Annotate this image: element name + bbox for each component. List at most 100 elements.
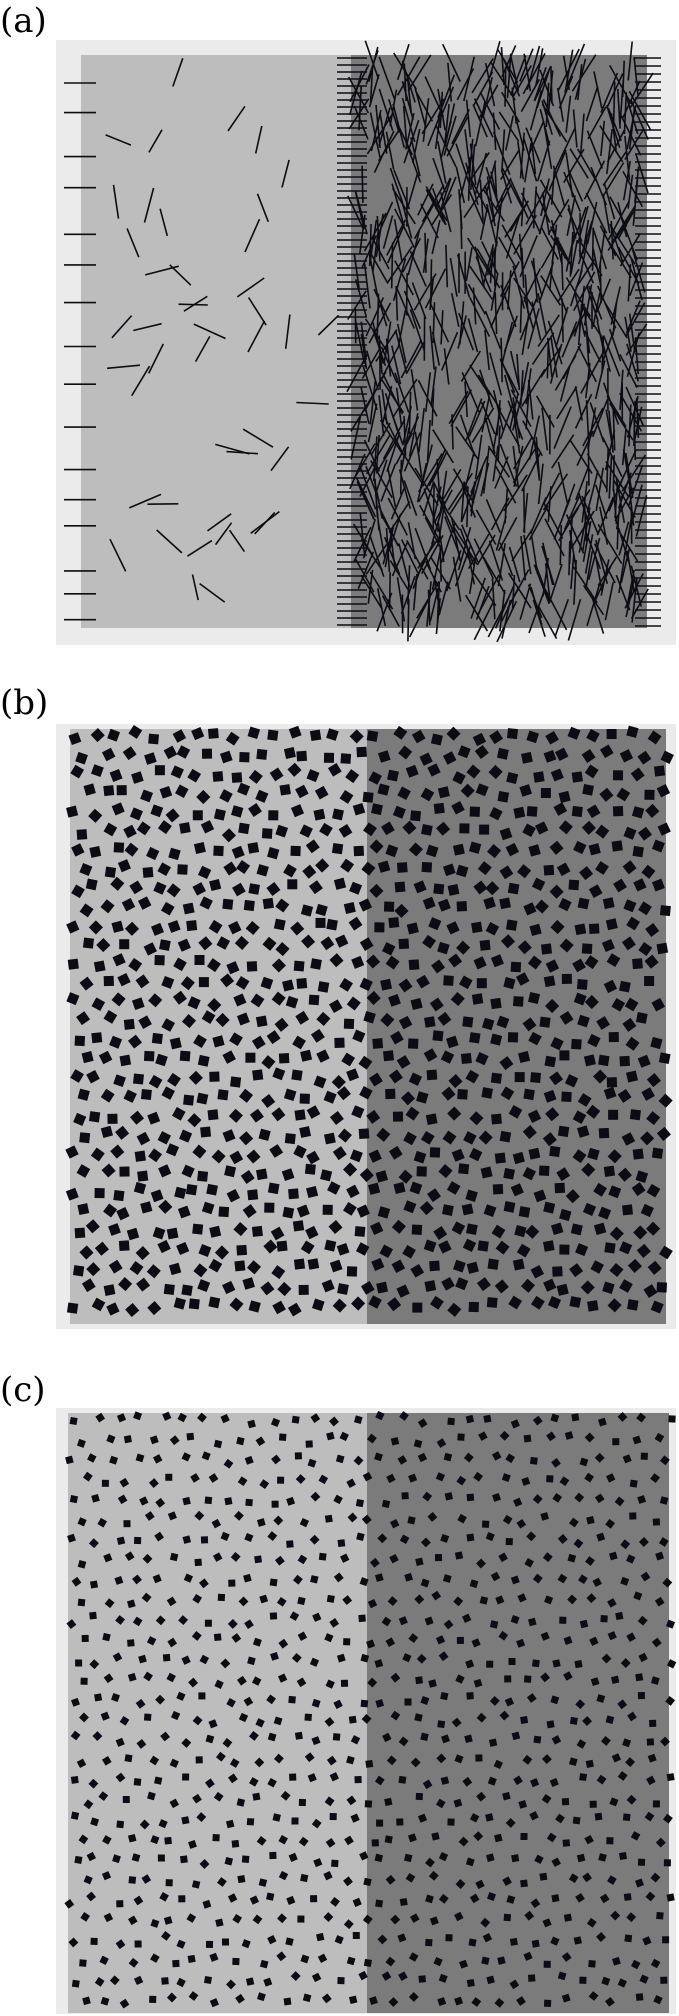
square-particle (112, 953, 126, 967)
square-particle (136, 821, 151, 836)
rod-particle (471, 570, 497, 607)
square-particle (392, 1111, 404, 1122)
square-particle (74, 1227, 86, 1239)
square-particle (532, 1415, 543, 1426)
square-particle (86, 1069, 100, 1084)
square-particle (159, 1892, 169, 1902)
square-particle (454, 1996, 464, 2006)
rod-particle (618, 552, 626, 594)
square-particle (74, 1855, 83, 1864)
square-particle (529, 1811, 539, 1821)
square-particle (309, 729, 322, 742)
square-particle (247, 726, 261, 740)
rod-particle (422, 444, 433, 481)
square-particle (632, 1435, 642, 1445)
square-particle (543, 1999, 552, 2007)
square-particle (387, 1596, 398, 1607)
rod-particle (457, 315, 467, 349)
square-particle (601, 1976, 611, 1986)
rod-particle (353, 526, 372, 563)
square-particle (133, 1895, 144, 1906)
square-particle (573, 1936, 582, 1945)
square-particle (101, 747, 116, 762)
square-particle (623, 899, 637, 913)
square-particle (477, 861, 492, 876)
square-particle (149, 1435, 159, 1445)
square-particle (306, 1105, 321, 1119)
square-particle (563, 1671, 573, 1681)
rod-particle (429, 325, 435, 370)
rod-particle (606, 395, 627, 428)
square-particle (396, 1818, 404, 1826)
square-particle (650, 1872, 661, 1883)
square-particle (267, 847, 280, 860)
square-particle (294, 1109, 306, 1121)
square-particle (325, 1838, 336, 1848)
rod-particle (426, 419, 431, 461)
square-particle (420, 787, 435, 802)
square-particle (124, 842, 139, 857)
square-particle (215, 1012, 230, 1028)
square-particle (446, 1181, 461, 1195)
square-particle (80, 1912, 91, 1922)
rod-particle (547, 486, 552, 522)
square-particle (113, 1190, 125, 1202)
square-particle (381, 1499, 391, 1509)
square-particle (362, 1471, 373, 1482)
rod-particle (384, 524, 395, 568)
square-particle (235, 976, 250, 990)
square-particle (657, 822, 671, 836)
rod-particle (490, 183, 512, 225)
rod-particle (578, 249, 595, 284)
rod-particle (281, 159, 290, 188)
square-particle (348, 916, 363, 931)
rod-particle (451, 109, 470, 145)
square-particle (208, 1296, 221, 1309)
square-particle (88, 1538, 99, 1549)
square-particle (229, 1032, 243, 1047)
rod-particle (369, 571, 394, 610)
rod-particle (109, 538, 127, 572)
square-particle (300, 1240, 315, 1255)
square-particle (272, 1300, 286, 1315)
square-particle (353, 845, 365, 857)
rod-particle (512, 265, 525, 309)
square-particle (650, 1300, 664, 1314)
square-particle (111, 802, 125, 816)
square-particle (220, 1531, 230, 1541)
rod-particle (535, 566, 551, 602)
square-particle (346, 1184, 360, 1199)
square-particle (135, 1453, 145, 1463)
square-particle (192, 1715, 203, 1726)
square-particle (83, 783, 96, 796)
rod-particle (387, 245, 413, 283)
square-particle (154, 765, 165, 776)
square-particle (110, 1144, 125, 1159)
rod-particle (425, 186, 446, 225)
square-particle (596, 1932, 606, 1942)
square-particle (232, 1913, 243, 1924)
square-particle (399, 1897, 408, 1907)
square-particle (298, 1836, 309, 1847)
square-particle (170, 765, 184, 779)
square-particle (436, 821, 451, 836)
rod-particle (624, 129, 645, 161)
square-particle (527, 1109, 542, 1123)
rod-particle (580, 113, 585, 153)
square-particle (271, 1265, 286, 1280)
square-particle (231, 772, 243, 783)
square-particle (235, 1993, 245, 2004)
square-particle (359, 937, 374, 951)
square-particle (584, 764, 599, 779)
square-particle (567, 1553, 577, 1563)
rod-particle (396, 43, 410, 81)
square-particle (556, 1167, 571, 1182)
rod-particle (556, 87, 564, 122)
square-particle (251, 1676, 262, 1686)
square-particle (488, 764, 503, 780)
rod-particle (494, 162, 498, 198)
square-particle (100, 1125, 114, 1139)
square-particle (228, 1108, 243, 1123)
square-particle (447, 1417, 455, 1426)
square-particle (662, 1936, 670, 1944)
